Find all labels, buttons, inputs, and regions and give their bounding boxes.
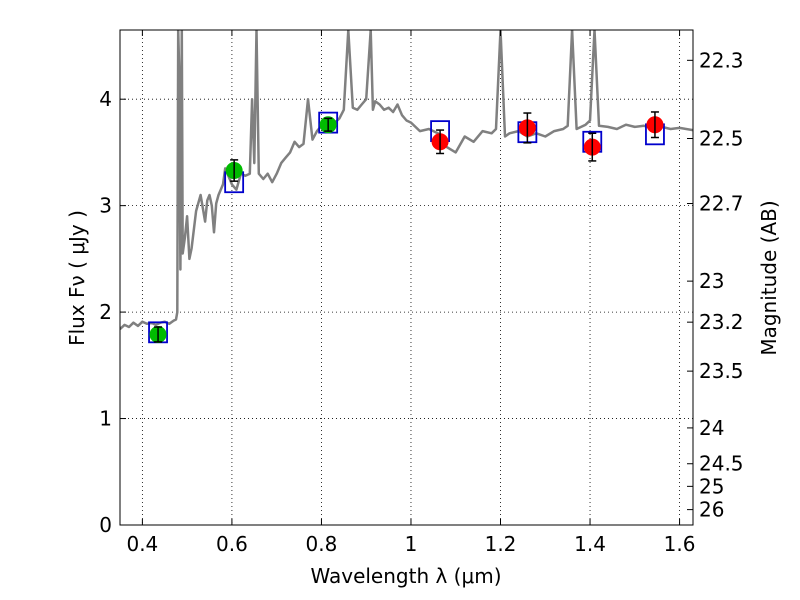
plot-background xyxy=(120,30,693,525)
x-tick-label: 1.2 xyxy=(485,532,517,556)
magnitude-tick-label: 25 xyxy=(699,474,724,498)
magnitude-tick-label: 26 xyxy=(699,498,724,522)
magnitude-tick-label: 23 xyxy=(699,269,724,293)
magnitude-tick-label: 24 xyxy=(699,416,724,440)
x-axis-label: Wavelength λ (μm) xyxy=(310,564,501,588)
y-axis-ticks: 0 1 2 3 4 xyxy=(99,87,126,537)
magnitude-axis-label: Magnitude (AB) xyxy=(757,200,781,355)
x-axis-ticks: 0.4 0.6 0.8 1 1.2 1.4 1.6 xyxy=(126,30,695,556)
magnitude-tick-label: 22.3 xyxy=(699,48,744,72)
x-tick-label: 0.6 xyxy=(216,532,248,556)
magnitude-tick-label: 23.2 xyxy=(699,310,744,334)
y-tick-label: 2 xyxy=(99,300,112,324)
magnitude-tick-label: 24.5 xyxy=(699,452,744,476)
x-tick-label: 1.6 xyxy=(664,532,696,556)
x-tick-label: 1.4 xyxy=(574,532,606,556)
grid-lines xyxy=(120,30,693,525)
y-axis-label: Flux Fν ( μJy ) xyxy=(65,210,89,346)
y-tick-label: 1 xyxy=(99,407,112,431)
y-tick-label: 0 xyxy=(99,513,112,537)
observed-photometry xyxy=(149,111,664,343)
magnitude-tick-label: 22.5 xyxy=(699,126,744,150)
magnitude-tick-label: 22.7 xyxy=(699,192,744,216)
x-tick-label: 1 xyxy=(405,532,418,556)
y-tick-label: 4 xyxy=(99,87,112,111)
x-tick-label: 0.4 xyxy=(126,532,158,556)
x-tick-label: 0.8 xyxy=(306,532,338,556)
magnitude-tick-label: 23.5 xyxy=(699,359,744,383)
plot-frame xyxy=(119,29,694,526)
y-tick-label: 3 xyxy=(99,194,112,218)
